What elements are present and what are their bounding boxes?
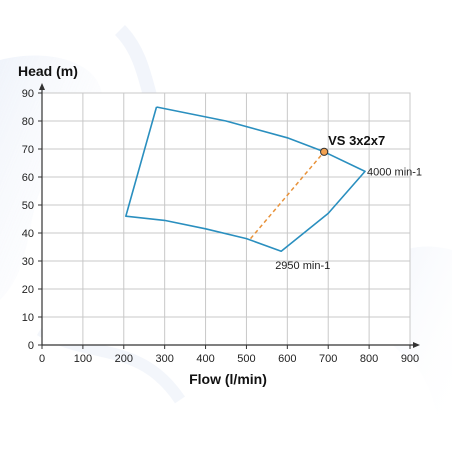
x-tick-label: 200 — [115, 353, 133, 365]
y-tick-label: 0 — [28, 340, 34, 352]
y-tick-label: 80 — [22, 116, 34, 128]
y-tick-label: 40 — [22, 228, 34, 240]
x-tick-label: 100 — [74, 353, 92, 365]
y-tick-labels: 0 10 20 30 40 50 60 70 80 90 — [22, 88, 34, 352]
annotations-layer: VS 3x2x7 4000 min-1 2950 min-1 — [275, 133, 422, 272]
series-duty-line — [249, 151, 325, 240]
y-tick-label: 70 — [22, 144, 34, 156]
annotation-speed-high: 4000 min-1 — [367, 166, 422, 178]
x-tick-label: 0 — [39, 353, 45, 365]
y-tick-label: 20 — [22, 284, 34, 296]
x-axis-arrow — [413, 342, 420, 348]
x-tick-label: 500 — [237, 353, 255, 365]
x-tick-label: 600 — [278, 353, 296, 365]
y-tick-label: 30 — [22, 256, 34, 268]
annotation-speed-low: 2950 min-1 — [275, 260, 330, 272]
axes — [38, 83, 420, 349]
duty-point-marker — [320, 147, 329, 156]
x-tick-labels: 0 100 200 300 400 500 600 700 800 900 — [39, 353, 419, 365]
y-tick-label: 50 — [22, 200, 34, 212]
y-tick-label: 60 — [22, 172, 34, 184]
x-tick-label: 300 — [155, 353, 173, 365]
x-tick-label: 700 — [319, 353, 337, 365]
x-axis-title: Flow (l/min) — [189, 371, 267, 387]
series-operating-envelope — [125, 106, 366, 252]
series-layer — [125, 106, 366, 252]
plot-area — [41, 92, 411, 346]
y-tick-label: 90 — [22, 88, 34, 100]
x-tick-label: 400 — [196, 353, 214, 365]
y-axis-title: Head (m) — [18, 63, 78, 79]
annotation-pump-model: VS 3x2x7 — [328, 133, 385, 148]
x-tick-label: 900 — [401, 353, 419, 365]
y-tick-label: 10 — [22, 312, 34, 324]
x-tick-label: 800 — [360, 353, 378, 365]
grid — [41, 92, 411, 346]
y-axis-arrow — [39, 83, 45, 90]
